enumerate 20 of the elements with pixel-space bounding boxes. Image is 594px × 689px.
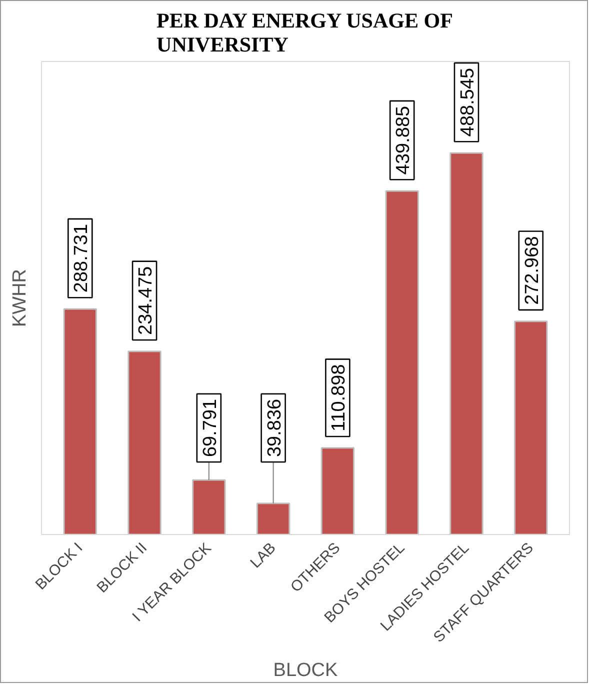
bar: [450, 152, 484, 534]
x-tick-label: LAB: [247, 539, 280, 572]
bar: [385, 190, 419, 534]
data-label: 439.885: [393, 106, 414, 175]
bar: [128, 350, 162, 534]
data-label: 39.836: [264, 398, 286, 458]
x-axis-title: BLOCK: [273, 660, 338, 682]
data-label: 234.475: [136, 266, 157, 335]
bar: [63, 308, 97, 534]
bar: [514, 320, 548, 534]
bar: [192, 479, 226, 534]
data-label: 272.968: [522, 236, 543, 305]
bar: [256, 502, 290, 534]
y-axis-title: KWHR: [10, 268, 30, 328]
data-label: 488.545: [457, 68, 478, 137]
data-label: 69.791: [200, 398, 221, 458]
data-label: 288.731: [71, 224, 92, 293]
chart-title: PER DAY ENERGY USAGE OF UNIVERSITY: [156, 8, 453, 56]
data-label: 110.898: [328, 364, 350, 432]
bar: [320, 447, 355, 534]
